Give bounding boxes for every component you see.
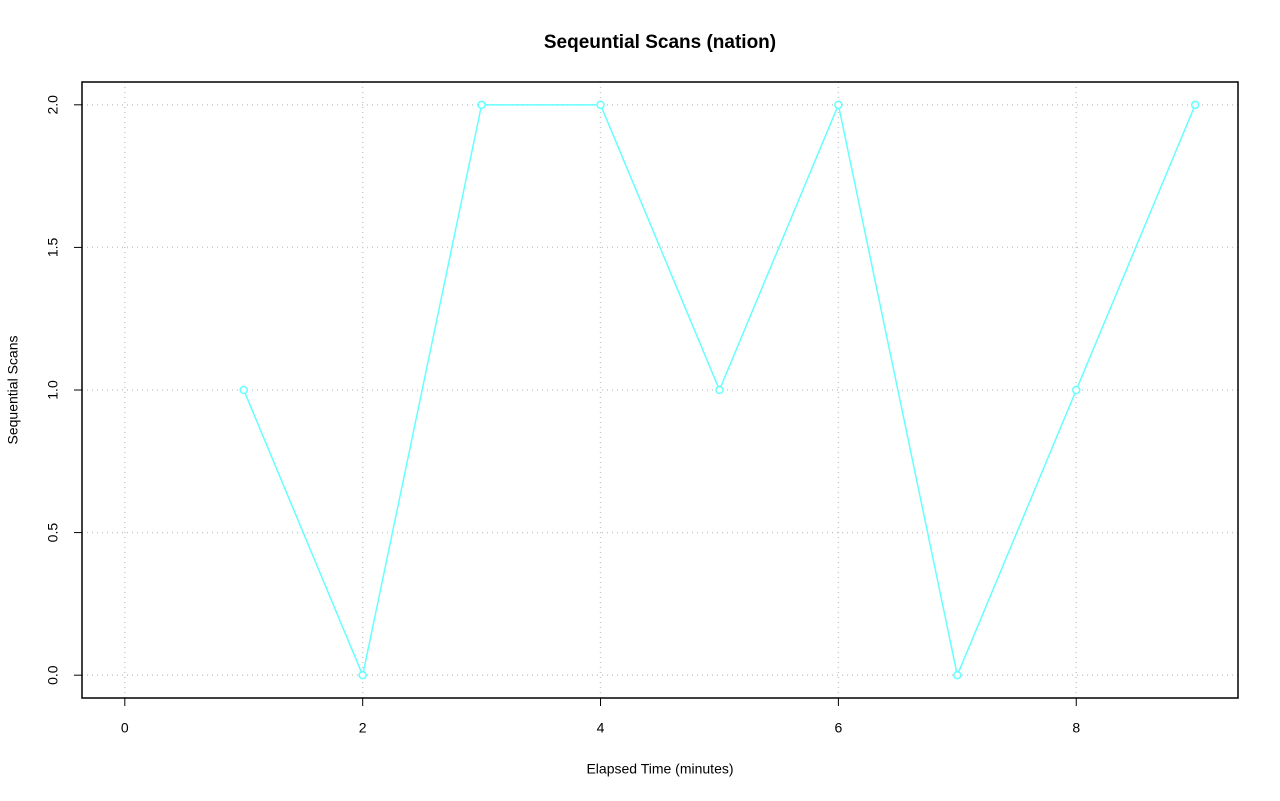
y-tick-label: 2.0 — [45, 95, 61, 115]
y-tick-label: 1.0 — [45, 380, 61, 400]
x-tick-label: 0 — [121, 720, 129, 736]
x-axis-label: Elapsed Time (minutes) — [586, 761, 733, 777]
data-point — [834, 100, 843, 110]
data-point — [1190, 100, 1200, 110]
data-point — [1072, 385, 1081, 395]
x-tick-label: 4 — [597, 720, 605, 736]
data-point — [953, 670, 962, 680]
x-tick-label: 6 — [834, 720, 842, 736]
y-tick-label: 0.5 — [45, 523, 61, 543]
plot-frame — [81, 81, 1239, 699]
data-point — [477, 100, 486, 110]
x-tick-label: 2 — [359, 720, 367, 736]
chart-title: Seqeuntial Scans (nation) — [544, 32, 776, 53]
y-tick-label: 1.5 — [45, 237, 61, 257]
data-point — [358, 670, 367, 680]
data-point — [715, 385, 724, 395]
y-tick-label: 0.0 — [45, 665, 61, 685]
data-point — [596, 100, 605, 110]
data-point — [239, 385, 248, 395]
x-tick-label: 8 — [1072, 720, 1080, 736]
y-axis-label: Sequential Scans — [5, 336, 21, 445]
